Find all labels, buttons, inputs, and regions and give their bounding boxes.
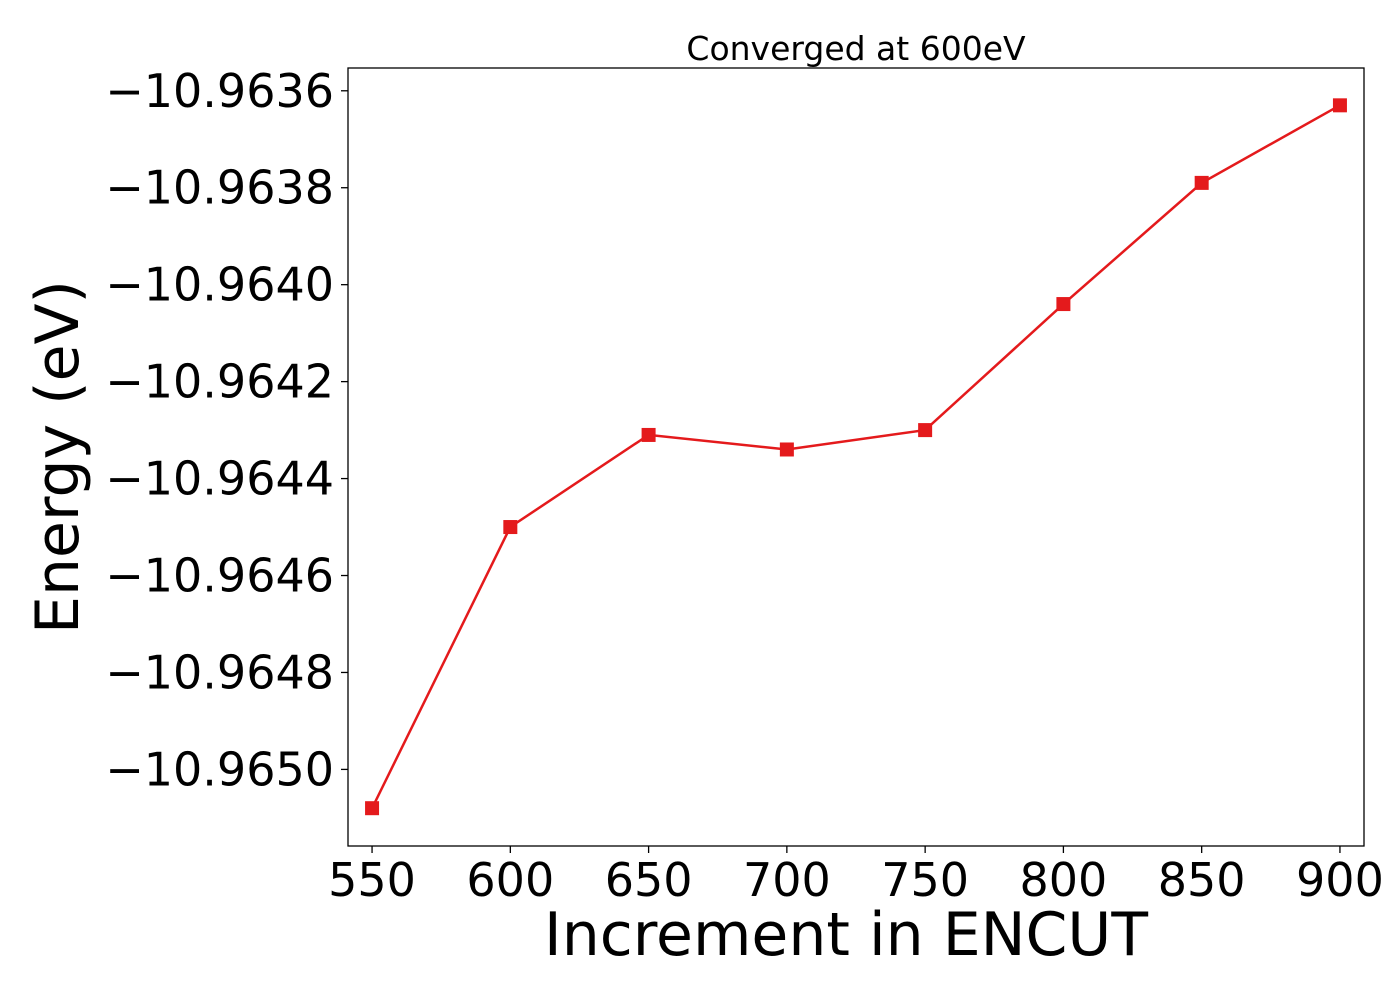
series-markers (365, 98, 1347, 816)
x-tick-label: 850 (1158, 853, 1246, 907)
chart-title: Converged at 600eV (686, 29, 1026, 68)
y-tick-label: −10.9650 (105, 742, 334, 796)
plot-area-frame (347, 67, 1365, 847)
y-tick-label: −10.9638 (105, 161, 334, 215)
series-line (370, 104, 1341, 809)
y-tick-label: −10.9640 (105, 258, 334, 312)
y-tick-label: −10.9644 (105, 452, 334, 506)
x-tick-label: 700 (743, 853, 831, 907)
y-tick-label: −10.9646 (105, 549, 334, 603)
data-point-600 (503, 520, 518, 535)
x-tick-label: 550 (328, 853, 416, 907)
data-point-650 (641, 427, 656, 442)
y-tick-label: −10.9642 (105, 355, 334, 409)
y-axis-ticks: −10.9636 −10.9638 −10.9640 −10.9642 −10.9644… (105, 64, 348, 796)
x-axis-ticks: 550 600 650 700 750 800 850 900 (328, 846, 1384, 907)
data-point-750 (918, 423, 933, 438)
data-point-800 (1056, 297, 1071, 312)
x-tick-label: 600 (466, 853, 554, 907)
x-tick-label: 800 (1019, 853, 1107, 907)
data-point-850 (1194, 175, 1209, 190)
y-tick-label: −10.9648 (105, 645, 334, 699)
data-point-900 (1332, 98, 1347, 113)
x-tick-label: 650 (605, 853, 693, 907)
y-axis-label: Energy (eV) (23, 280, 93, 634)
x-tick-label: 750 (881, 853, 969, 907)
data-point-550 (365, 801, 380, 816)
x-tick-label: 900 (1296, 853, 1384, 907)
y-tick-label: −10.9636 (105, 64, 334, 118)
x-axis-label: Increment in ENCUT (544, 900, 1148, 970)
data-point-700 (779, 442, 794, 457)
